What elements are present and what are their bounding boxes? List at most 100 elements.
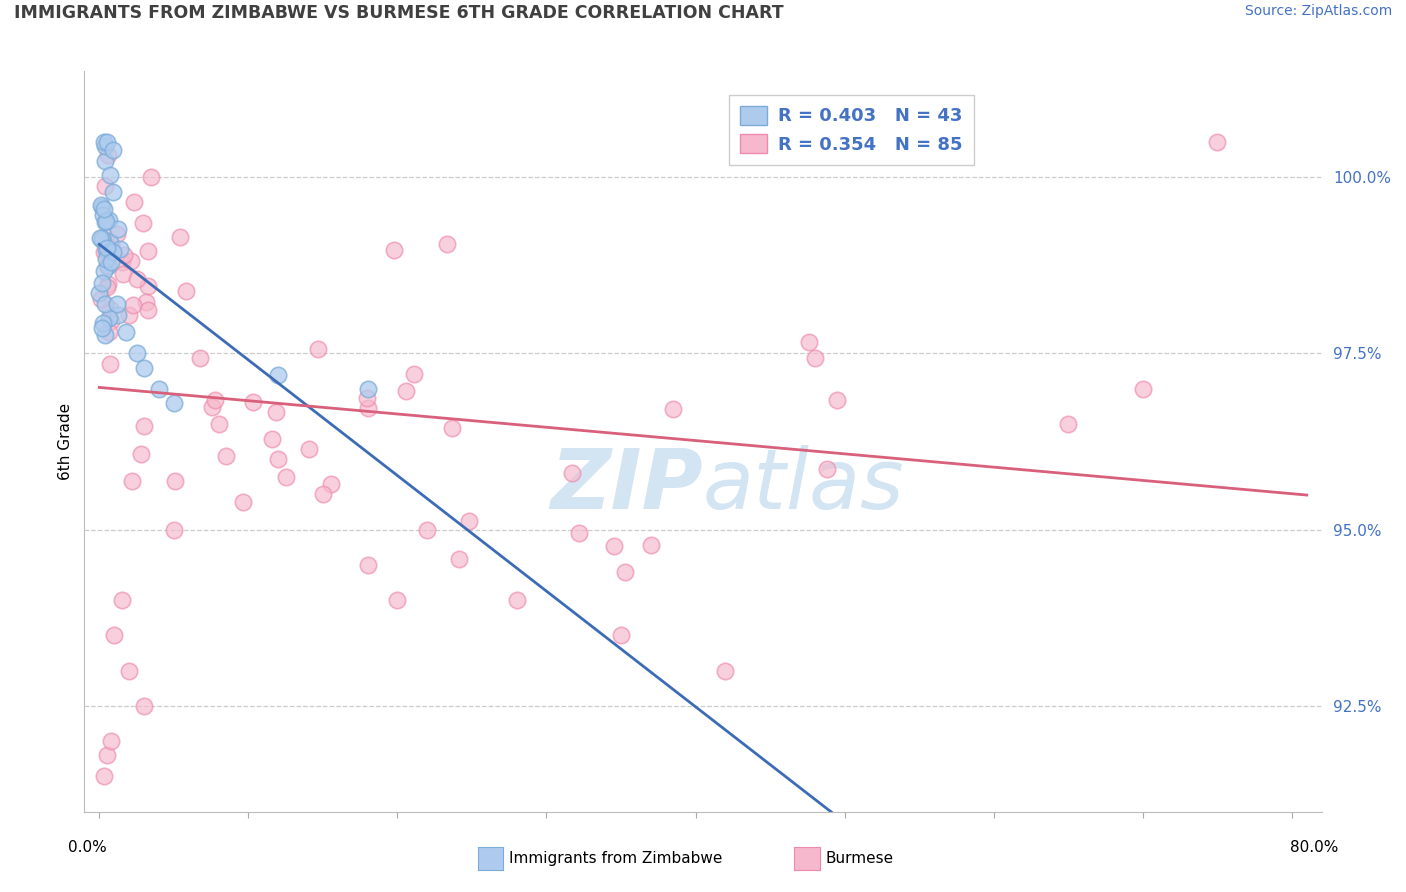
Point <box>103 143 125 157</box>
Point <box>356 391 378 405</box>
Point <box>96 241 118 255</box>
Point <box>96 243 118 257</box>
Point <box>125 346 148 360</box>
Point <box>96 280 118 294</box>
Point <box>662 401 685 416</box>
Point <box>89 285 111 300</box>
Point <box>1057 417 1080 431</box>
Point <box>97 148 120 162</box>
Point <box>264 404 287 418</box>
Point <box>100 254 122 268</box>
Text: atlas: atlas <box>703 445 904 526</box>
Point <box>815 462 838 476</box>
Point <box>132 216 155 230</box>
Point <box>93 769 115 783</box>
Point <box>440 421 463 435</box>
Point <box>402 368 425 382</box>
Text: ZIP: ZIP <box>550 445 703 526</box>
Point <box>132 698 155 713</box>
Point <box>204 393 226 408</box>
Point <box>96 748 118 763</box>
Text: 0.0%: 0.0% <box>67 840 107 855</box>
Point <box>174 284 197 298</box>
Point <box>100 237 122 252</box>
Point <box>136 279 159 293</box>
Point <box>312 487 335 501</box>
Point <box>214 449 236 463</box>
Point <box>122 195 145 210</box>
Point <box>98 357 121 371</box>
Point <box>118 308 141 322</box>
Point <box>321 477 343 491</box>
Point <box>100 314 122 328</box>
Point <box>132 360 155 375</box>
Point <box>825 392 848 407</box>
Point <box>163 396 186 410</box>
Point <box>561 466 583 480</box>
Point <box>640 538 662 552</box>
Point <box>107 308 129 322</box>
Point <box>356 382 378 396</box>
Point <box>121 474 143 488</box>
Point <box>96 214 118 228</box>
Point <box>98 213 121 227</box>
Point <box>714 664 737 678</box>
Point <box>91 231 114 245</box>
Point <box>94 297 117 311</box>
Point <box>207 417 229 431</box>
Text: Burmese: Burmese <box>825 852 893 866</box>
Point <box>387 593 409 607</box>
Point <box>134 419 156 434</box>
Point <box>505 593 527 607</box>
Point <box>105 227 128 241</box>
Point <box>103 628 125 642</box>
Point <box>93 202 115 216</box>
Point <box>610 628 633 642</box>
Point <box>139 170 162 185</box>
Point <box>97 277 120 291</box>
Point <box>356 558 378 572</box>
Point <box>101 185 124 199</box>
Text: Source: ZipAtlas.com: Source: ZipAtlas.com <box>1244 4 1392 19</box>
Point <box>96 259 118 273</box>
Point <box>91 320 114 334</box>
Point <box>101 244 124 259</box>
Point <box>436 236 458 251</box>
Point <box>603 539 626 553</box>
Point <box>138 244 160 258</box>
Point <box>100 734 122 748</box>
Point <box>91 233 114 247</box>
Point <box>90 292 112 306</box>
Point <box>298 442 321 456</box>
Point <box>797 334 820 349</box>
Text: Immigrants from Zimbabwe: Immigrants from Zimbabwe <box>509 852 723 866</box>
Text: IMMIGRANTS FROM ZIMBABWE VS BURMESE 6TH GRADE CORRELATION CHART: IMMIGRANTS FROM ZIMBABWE VS BURMESE 6TH … <box>14 4 783 22</box>
Point <box>112 248 135 262</box>
Point <box>613 566 636 580</box>
Point <box>89 231 111 245</box>
Legend: R = 0.403   N = 43, R = 0.354   N = 85: R = 0.403 N = 43, R = 0.354 N = 85 <box>730 95 973 165</box>
Point <box>458 514 481 528</box>
Point <box>110 254 132 268</box>
Point <box>90 200 112 214</box>
Y-axis label: 6th Grade: 6th Grade <box>58 403 73 480</box>
Point <box>105 297 128 311</box>
Point <box>97 259 120 273</box>
Point <box>94 328 117 343</box>
Point <box>94 139 117 153</box>
Point <box>118 664 141 678</box>
Point <box>232 495 254 509</box>
Point <box>93 208 115 222</box>
Point <box>96 252 118 267</box>
Point <box>395 384 418 399</box>
Point <box>107 221 129 235</box>
Point <box>1206 135 1229 149</box>
Point <box>93 215 115 229</box>
Point <box>129 447 152 461</box>
Point <box>91 316 114 330</box>
Point <box>98 301 121 316</box>
Point <box>357 401 380 415</box>
Point <box>416 523 439 537</box>
Point <box>136 302 159 317</box>
Point <box>93 263 115 277</box>
